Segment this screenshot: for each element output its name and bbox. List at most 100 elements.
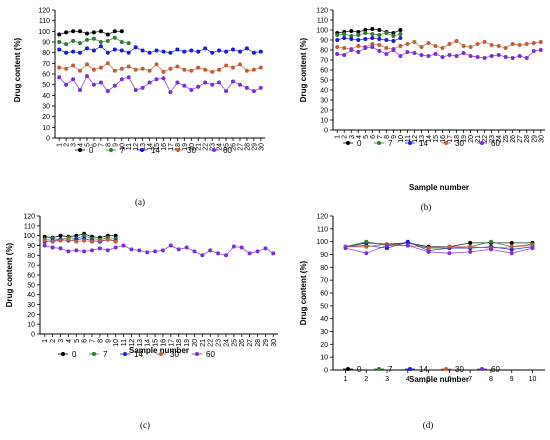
y-tick-label: 80 <box>320 48 328 55</box>
x-tick-label: 28 <box>524 135 531 143</box>
data-point <box>255 249 260 254</box>
data-point <box>496 44 501 48</box>
series-line <box>44 235 116 241</box>
data-point <box>426 246 431 251</box>
data-point <box>210 50 215 55</box>
x-tick-label: 10 <box>398 135 405 143</box>
data-point <box>224 49 229 54</box>
x-tick-label: 28 <box>255 339 262 347</box>
data-point <box>119 77 124 82</box>
data-point <box>113 239 118 244</box>
x-tick-label: 25 <box>503 135 510 143</box>
x-tick-label: 20 <box>468 135 475 143</box>
series-0 <box>57 29 124 37</box>
data-point <box>433 44 438 48</box>
data-point <box>184 245 189 250</box>
x-tick-label: 20 <box>192 339 199 347</box>
data-point <box>58 238 63 243</box>
data-point <box>98 44 103 49</box>
data-point <box>168 90 173 95</box>
legend-entry: 30 <box>455 139 464 148</box>
y-tick-label: 120 <box>316 8 328 15</box>
data-point <box>71 29 76 34</box>
y-tick-label: 0 <box>31 332 35 339</box>
legend: 0 7 14 30 60 <box>343 365 500 374</box>
data-point <box>78 88 82 92</box>
x-tick-label: 16 <box>440 135 447 143</box>
data-point <box>251 67 256 72</box>
data-point <box>126 50 131 55</box>
legend-entry: 14 <box>419 139 428 148</box>
x-tick-label: 8 <box>489 376 493 383</box>
data-point <box>57 40 62 44</box>
data-point <box>356 38 361 42</box>
data-point <box>216 251 221 256</box>
legend-entry: 14 <box>151 146 160 155</box>
data-point <box>405 243 410 248</box>
data-point <box>419 45 424 49</box>
series-line <box>44 233 116 239</box>
data-point <box>468 244 473 249</box>
x-tick-label: 12 <box>133 143 140 151</box>
legend-entry: 14 <box>419 365 428 374</box>
data-point <box>154 62 159 67</box>
legend-entry: 30 <box>187 146 196 155</box>
data-point <box>391 34 396 38</box>
data-point <box>461 44 466 48</box>
data-point <box>161 76 166 81</box>
data-point <box>335 38 340 42</box>
x-tick-label: 28 <box>244 143 251 151</box>
data-point <box>447 53 452 57</box>
x-tick-label: 3 <box>58 339 65 343</box>
x-tick-label: 6 <box>370 135 377 139</box>
data-point <box>168 243 173 248</box>
legend-entry: 30 <box>170 350 179 359</box>
data-point <box>364 239 369 244</box>
legend: 0 7 14 30 60 <box>58 350 215 359</box>
data-point <box>349 48 354 52</box>
data-point <box>364 251 369 256</box>
data-point <box>85 37 89 42</box>
data-point <box>258 65 263 70</box>
y-axis-label: Drug content (%) <box>13 37 22 102</box>
data-point <box>231 65 235 70</box>
data-point <box>349 29 354 33</box>
legend-marker <box>78 148 82 152</box>
data-point <box>461 51 466 55</box>
y-tick-label: 0 <box>324 128 328 135</box>
legend-entry: 7 <box>388 139 393 148</box>
y-tick-label: 50 <box>42 82 50 89</box>
data-point <box>447 244 452 249</box>
y-tick-label: 110 <box>317 226 328 233</box>
data-point <box>517 43 522 47</box>
series-line <box>59 62 261 73</box>
y-tick-label: 70 <box>320 58 328 65</box>
data-point <box>57 47 62 52</box>
data-point <box>98 40 103 44</box>
legend-marker <box>480 367 484 371</box>
series-line <box>345 243 533 249</box>
legend-marker <box>140 148 144 152</box>
series-30 <box>57 61 263 74</box>
data-point <box>126 75 131 80</box>
y-tick-label: 10 <box>27 322 35 329</box>
data-point <box>405 42 410 46</box>
legend-entry: 60 <box>491 365 500 374</box>
data-point <box>71 38 76 43</box>
data-point <box>140 66 145 71</box>
data-point <box>482 40 487 44</box>
data-point <box>384 31 389 35</box>
data-point <box>377 28 382 32</box>
x-tick-label: 5 <box>84 143 91 147</box>
data-point <box>119 40 124 44</box>
x-tick-label: 22 <box>203 143 210 151</box>
data-point <box>447 42 452 46</box>
legend-marker <box>195 352 199 356</box>
y-tick-label: 30 <box>42 104 50 111</box>
data-point <box>440 55 445 59</box>
data-point <box>238 82 242 87</box>
x-tick-label: 21 <box>200 339 207 347</box>
data-point <box>119 29 124 34</box>
data-point <box>405 50 410 54</box>
